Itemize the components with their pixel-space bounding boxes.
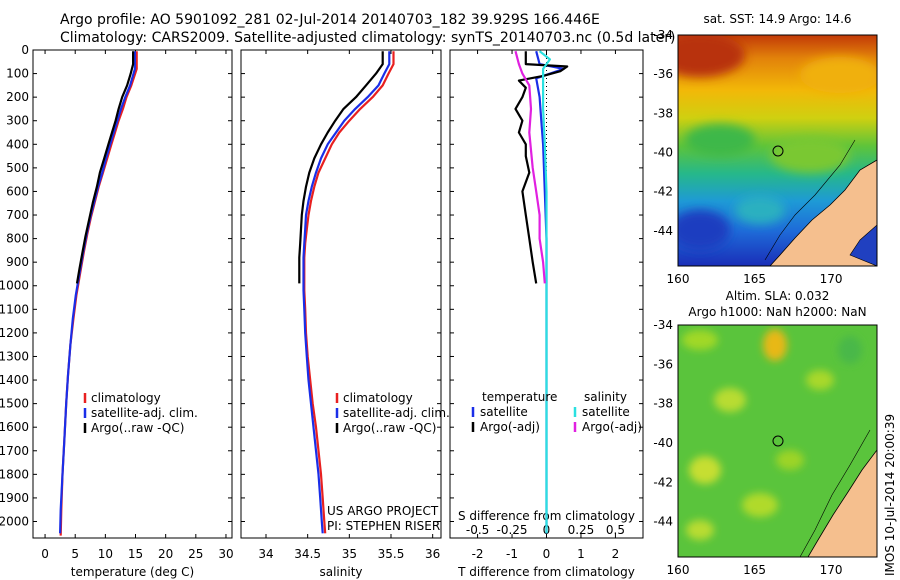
project-annotation: US ARGO PROJECT [327,504,439,518]
map-title: sat. SST: 14.9 Argo: 14.6 [703,12,851,26]
map-y-tick-label: -44 [653,224,673,238]
y-tick-label: 1400 [0,373,29,387]
series-line [514,50,546,284]
x-tick-label: 2 [612,547,620,561]
y-tick-label: 500 [6,161,29,175]
legend-label: satellite [582,405,630,419]
x-tick-label: 34 [258,547,273,561]
figure-title-line1: Argo profile: AO 5901092_281 02-Jul-2014… [60,12,600,28]
y-tick-label: 1800 [0,467,29,481]
x-tick-label: 25 [188,547,203,561]
x-tick-label: 5 [71,547,79,561]
y-tick-label: 1100 [0,302,29,316]
map-y-tick-label: -40 [653,145,673,159]
legend-heading: salinity [584,390,627,404]
y-tick-label: 1700 [0,444,29,458]
series-line [298,51,384,284]
legend-label: satellite [480,405,528,419]
figure-title-line2: Climatology: CARS2009. Satellite-adjuste… [60,30,676,46]
map-x-tick-label: 160 [667,272,690,286]
x-tick-label: 35.5 [378,547,405,561]
x-axis-label: temperature (deg C) [71,565,194,579]
map-y-tick-label: -42 [653,475,673,489]
y-tick-label: 1200 [0,326,29,340]
legend-label: satellite-adj. clim. [91,406,198,420]
x-tick-label: 0 [543,547,551,561]
timestamp-label: IMOS 10-Jul-2014 20:00:39 [883,413,897,576]
series-line [538,50,551,534]
x-tick-label: 20 [158,547,173,561]
x-tick-label: -2 [472,547,484,561]
legend-label: Argo(-adj) [480,420,540,434]
x-tick-label-salinity: -0.25 [497,523,528,537]
x-tick-label-salinity: 0.25 [568,523,595,537]
y-tick-label: 300 [6,114,29,128]
panel-2-frame [240,49,442,539]
x-axis-label: salinity [319,565,362,579]
map-title: Altim. SLA: 0.032 [726,289,830,303]
legend-label: Argo(-adj) [582,420,642,434]
y-tick-label: 600 [6,184,29,198]
y-tick-label: 1500 [0,397,29,411]
legend-label: Argo(..raw -QC) [343,421,436,435]
y-tick-label: 1000 [0,279,29,293]
x-tick-label: 10 [98,547,113,561]
y-tick-label: 0 [21,43,29,57]
x-tick-label: 35 [342,547,357,561]
x-tick-label-salinity: 0.5 [606,523,625,537]
map-subtitle: Argo h1000: NaN h2000: NaN [688,305,866,319]
map-x-tick-label: 165 [743,272,766,286]
y-tick-label: 700 [6,208,29,222]
y-tick-label: 2000 [0,514,29,528]
y-tick-label: 1300 [0,349,29,363]
map-y-tick-label: -40 [653,436,673,450]
map-y-tick-label: -34 [653,318,673,332]
x-axis-label: T difference from climatology [457,565,635,579]
sla-map [678,325,877,557]
x-tick-label-salinity: -0.5 [466,523,489,537]
panel-1-frame [32,49,233,539]
series-line [303,51,395,534]
map-x-tick-label: 165 [743,563,766,577]
map-x-tick-label: 170 [820,563,843,577]
series-line [75,51,135,284]
map-y-tick-label: -38 [653,106,673,120]
map-y-tick-label: -34 [653,28,673,42]
y-tick-label: 200 [6,90,29,104]
y-tick-label: 400 [6,137,29,151]
x-tick-label: 15 [128,547,143,561]
series-line [302,51,391,534]
legend-label: climatology [91,391,161,405]
y-tick-label: 800 [6,232,29,246]
legend-label: satellite-adj. clim. [343,406,450,420]
map-x-tick-label: 170 [820,272,843,286]
map-y-tick-label: -36 [653,357,673,371]
legend-label: climatology [343,391,413,405]
x-tick-label: -1 [506,547,518,561]
y-tick-label: 1600 [0,420,29,434]
x-tick-label: 34.5 [294,547,321,561]
y-tick-label: 1900 [0,491,29,505]
map-x-tick-label: 160 [667,563,690,577]
y-tick-label: 100 [6,67,29,81]
map-y-tick-label: -36 [653,67,673,81]
x-tick-label: 36 [425,547,440,561]
sst-map [678,35,877,266]
x-tick-label: 30 [218,547,233,561]
x-tick-label: 0 [41,547,49,561]
series-line [514,51,569,284]
map-y-tick-label: -38 [653,397,673,411]
project-annotation: PI: STEPHEN RISER [327,519,440,533]
x-tick-label: 1 [577,547,585,561]
map-y-tick-label: -42 [653,185,673,199]
y-tick-label: 900 [6,255,29,269]
legend-heading: temperature [482,390,557,404]
map-y-tick-label: -44 [653,515,673,529]
legend-label: Argo(..raw -QC) [91,421,184,435]
